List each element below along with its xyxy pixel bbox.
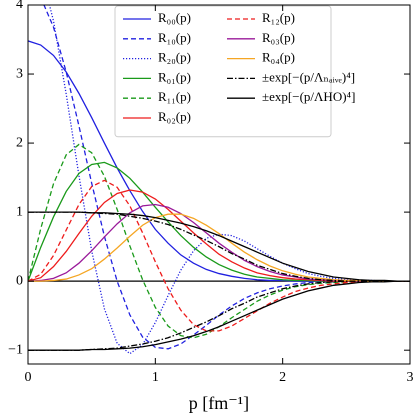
x-axis-label: p [fm⁻¹] bbox=[189, 393, 249, 413]
legend-label: R₀₃(p) bbox=[262, 30, 295, 45]
legend-frame bbox=[114, 5, 332, 138]
series-line bbox=[28, 213, 410, 282]
legend-label: R₀₄(p) bbox=[262, 50, 295, 65]
series-line bbox=[28, 143, 410, 339]
x-tick-label: 2 bbox=[279, 370, 286, 385]
series-line bbox=[28, 211, 410, 282]
y-tick-label: 3 bbox=[16, 66, 23, 81]
y-tick-label: 4 bbox=[16, 0, 23, 12]
x-tick-label: 3 bbox=[407, 370, 414, 385]
legend-label: R₂₀(p) bbox=[158, 50, 191, 65]
plot-area bbox=[28, 5, 410, 355]
series-line bbox=[28, 203, 410, 282]
legend-label: R₀₂(p) bbox=[158, 109, 191, 124]
legend-label: R₀₁(p) bbox=[158, 69, 191, 84]
legend-label: R₁₂(p) bbox=[262, 10, 295, 25]
series-line bbox=[43, 5, 410, 350]
series-line bbox=[28, 179, 410, 332]
y-tick-label: 2 bbox=[16, 135, 23, 150]
series-line bbox=[28, 280, 410, 351]
axes-frame bbox=[27, 4, 411, 365]
y-tick-label: 1 bbox=[16, 204, 23, 219]
legend-label: ±exp[−(p/Λₙₐᵢᵥₑ)⁴] bbox=[262, 69, 355, 84]
series-line bbox=[28, 280, 410, 351]
series-line bbox=[28, 161, 410, 282]
legend-label: ±exp[−(p/ΛHO)⁴] bbox=[262, 89, 355, 104]
legend-label: R₁₀(p) bbox=[158, 30, 191, 45]
x-tick-label: 1 bbox=[152, 370, 159, 385]
y-tick-label: −1 bbox=[8, 342, 23, 357]
legend: R₀₀(p) R₁₀(p) R₂₀(p) R₀₁(p) R₁₁(p) R₀₂(p) R₁₂(… bbox=[114, 5, 355, 138]
series-line bbox=[28, 211, 410, 282]
x-tick-label: 0 bbox=[25, 370, 32, 385]
y-tick-label: 0 bbox=[16, 273, 23, 288]
legend-label: R₁₁(p) bbox=[158, 89, 191, 104]
legend-label: R₀₀(p) bbox=[158, 10, 191, 25]
